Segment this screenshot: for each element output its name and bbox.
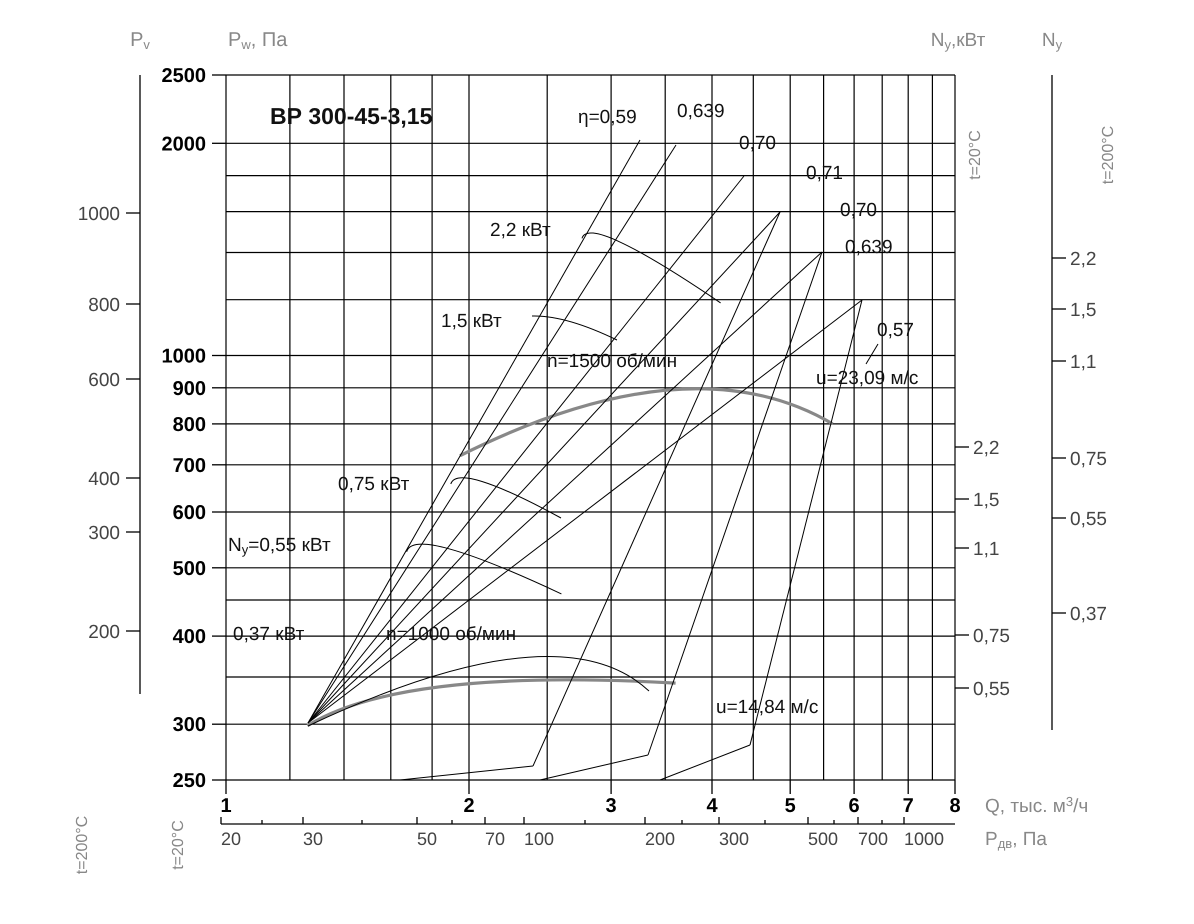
svg-text:200: 200 <box>88 622 120 643</box>
svg-text:0,75: 0,75 <box>973 626 1010 647</box>
svg-text:1000: 1000 <box>78 204 120 225</box>
svg-text:800: 800 <box>88 295 120 316</box>
svg-text:30: 30 <box>303 829 323 849</box>
svg-text:2000: 2000 <box>162 133 207 155</box>
svg-text:ВР 300-45-3,15: ВР 300-45-3,15 <box>270 103 433 129</box>
svg-text:20: 20 <box>221 829 241 849</box>
svg-text:1: 1 <box>220 795 231 817</box>
svg-text:600: 600 <box>88 370 120 391</box>
svg-text:900: 900 <box>173 378 206 400</box>
svg-text:1,5 кВт: 1,5 кВт <box>441 311 502 332</box>
svg-text:600: 600 <box>173 502 206 524</box>
svg-text:0,70: 0,70 <box>739 133 776 154</box>
svg-text:0,639: 0,639 <box>677 101 725 122</box>
svg-text:70: 70 <box>485 829 505 849</box>
svg-text:300: 300 <box>719 829 749 849</box>
svg-text:Pv: Pv <box>130 29 150 52</box>
svg-text:700: 700 <box>858 829 888 849</box>
svg-text:t=20°C: t=20°C <box>170 820 187 870</box>
svg-text:t=200°C: t=200°C <box>1100 126 1117 184</box>
svg-text:700: 700 <box>173 455 206 477</box>
svg-text:50: 50 <box>417 829 437 849</box>
svg-text:1,5: 1,5 <box>973 490 999 511</box>
svg-text:Pдв, Па: Pдв, Па <box>985 829 1047 851</box>
svg-text:400: 400 <box>173 626 206 648</box>
svg-text:u=14,84 м/с: u=14,84 м/с <box>716 697 818 718</box>
svg-text:300: 300 <box>88 523 120 544</box>
svg-text:500: 500 <box>808 829 838 849</box>
svg-text:0,71: 0,71 <box>806 163 843 184</box>
svg-text:n=1000 об/мин: n=1000 об/мин <box>386 624 516 645</box>
svg-text:t=20°C: t=20°C <box>967 130 984 180</box>
svg-text:6: 6 <box>849 795 860 817</box>
svg-text:0,70: 0,70 <box>840 200 877 221</box>
svg-text:100: 100 <box>524 829 554 849</box>
svg-text:400: 400 <box>88 469 120 490</box>
svg-text:1000: 1000 <box>162 346 207 368</box>
svg-text:Ny=0,55 кВт: Ny=0,55 кВт <box>228 535 331 557</box>
svg-text:u=23,09 м/с: u=23,09 м/с <box>816 368 918 389</box>
svg-text:200: 200 <box>645 829 675 849</box>
svg-text:2,2: 2,2 <box>973 438 999 459</box>
svg-text:0,37: 0,37 <box>1070 604 1107 625</box>
svg-text:0,55: 0,55 <box>1070 509 1107 530</box>
svg-text:0,75 кВт: 0,75 кВт <box>338 474 410 495</box>
svg-text:7: 7 <box>903 795 914 817</box>
svg-text:η=0,59: η=0,59 <box>578 107 637 128</box>
svg-text:Ny,кВт: Ny,кВт <box>931 30 986 52</box>
svg-text:4: 4 <box>706 795 718 817</box>
svg-text:2500: 2500 <box>162 65 207 87</box>
svg-text:0,639: 0,639 <box>845 237 893 258</box>
svg-text:0,37 кВт: 0,37 кВт <box>233 624 305 645</box>
svg-text:800: 800 <box>173 414 206 436</box>
svg-text:0,57: 0,57 <box>877 320 914 341</box>
svg-text:2,2 кВт: 2,2 кВт <box>490 220 551 241</box>
svg-text:0,55: 0,55 <box>973 679 1010 700</box>
svg-text:1,1: 1,1 <box>973 539 999 560</box>
svg-text:Pw, Па: Pw, Па <box>228 29 288 52</box>
svg-text:Q, тыс. м3/ч: Q, тыс. м3/ч <box>985 794 1088 817</box>
svg-text:1000: 1000 <box>904 829 944 849</box>
svg-text:5: 5 <box>785 795 796 817</box>
svg-text:0,75: 0,75 <box>1070 449 1107 470</box>
svg-text:Ny: Ny <box>1042 30 1063 52</box>
svg-text:1,1: 1,1 <box>1070 352 1096 373</box>
svg-text:250: 250 <box>173 770 206 792</box>
svg-text:8: 8 <box>949 795 960 817</box>
svg-text:3: 3 <box>606 795 617 817</box>
svg-text:2,2: 2,2 <box>1070 249 1096 270</box>
svg-text:300: 300 <box>173 714 206 736</box>
svg-text:n=1500 об/мин: n=1500 об/мин <box>547 351 677 372</box>
svg-text:1,5: 1,5 <box>1070 300 1096 321</box>
svg-text:t=200°C: t=200°C <box>74 816 91 874</box>
svg-text:500: 500 <box>173 558 206 580</box>
svg-text:2: 2 <box>463 795 474 817</box>
